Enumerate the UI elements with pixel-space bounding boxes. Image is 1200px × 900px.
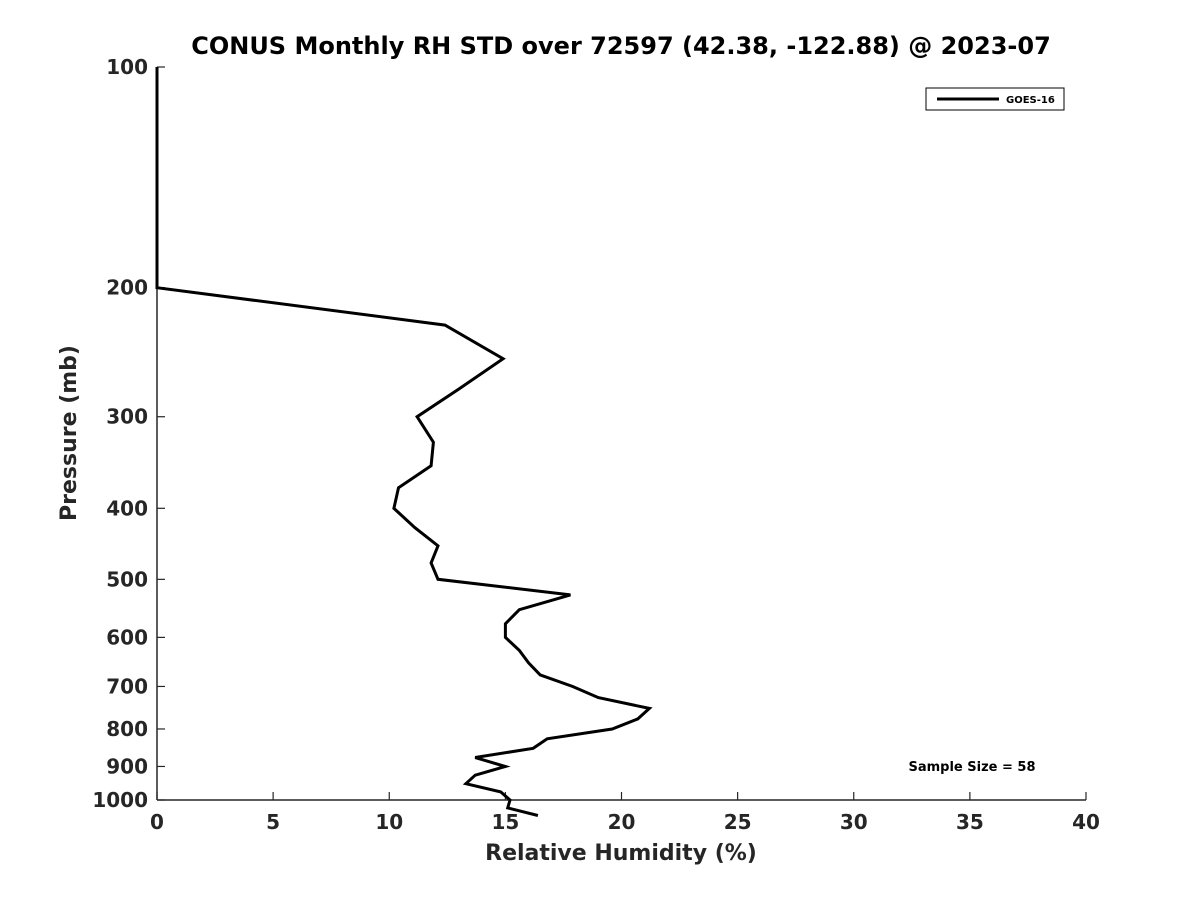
y-tick-label: 800	[106, 717, 148, 741]
x-tick-label: 0	[150, 810, 164, 834]
y-tick-label: 200	[106, 276, 148, 300]
x-tick-label: 20	[608, 810, 636, 834]
x-tick-label: 30	[840, 810, 868, 834]
x-tick-label: 25	[724, 810, 752, 834]
x-axis-ticks: 0 5 10 15 20 25 30 35 40	[150, 792, 1100, 834]
y-tick-label: 400	[106, 496, 148, 520]
x-tick-label: 35	[956, 810, 984, 834]
y-axis-ticks: 100 200 300 400 500 600 700 800 900 1000	[92, 55, 165, 812]
y-tick-label: 900	[106, 754, 148, 778]
y-tick-label: 100	[106, 55, 148, 79]
plot-area: 0 5 10 15 20 25 30 35 40 100 200 300 400 500 600 700 80…	[92, 55, 1100, 834]
y-tick-label: 1000	[92, 788, 148, 812]
chart-title: CONUS Monthly RH STD over 72597 (42.38, …	[191, 32, 1051, 60]
series-layer	[155, 67, 653, 817]
y-axis-label: Pressure (mb)	[57, 345, 82, 521]
x-tick-label: 10	[375, 810, 403, 834]
y-tick-label: 500	[106, 567, 148, 591]
series-line-goes-16	[155, 67, 653, 817]
x-tick-label: 5	[266, 810, 280, 834]
x-tick-label: 40	[1072, 810, 1100, 834]
legend-label-goes-16: GOES-16	[1006, 95, 1055, 106]
y-tick-label: 600	[106, 625, 148, 649]
legend: GOES-16	[925, 87, 1065, 111]
y-tick-label: 700	[106, 674, 148, 698]
x-tick-label: 15	[491, 810, 519, 834]
x-axis-label: Relative Humidity (%)	[485, 841, 757, 866]
sample-size-annotation: Sample Size = 58	[908, 760, 1035, 775]
y-tick-label: 300	[106, 405, 148, 429]
